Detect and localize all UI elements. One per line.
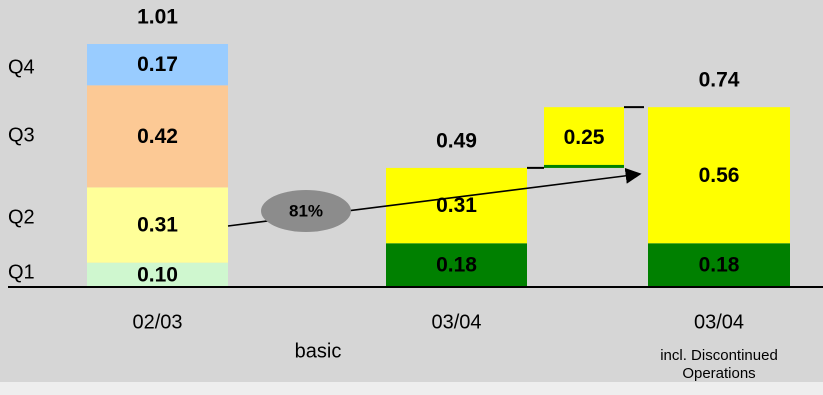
bar-0304-incl-label-q1: 0.18 <box>699 254 740 277</box>
bar-0304-incl-category-label: 03/04 <box>694 311 744 333</box>
growth-badge-label: 81% <box>289 201 323 220</box>
bar-0203-category-label: 02/03 <box>132 311 182 333</box>
bridge-box-base <box>544 164 624 168</box>
quarter-label-q4: Q4 <box>8 56 35 78</box>
bar-0203-label-q1: 0.10 <box>137 263 178 286</box>
quarter-label-q2: Q2 <box>8 206 35 228</box>
bar-0304-incl-segment-q1 <box>648 243 790 287</box>
quarter-label-q3: Q3 <box>8 124 35 146</box>
bar-0203-segment-q1 <box>87 262 228 287</box>
bar-0203-segment-q2 <box>87 187 228 263</box>
bar-0203-label-q2: 0.31 <box>137 214 178 237</box>
bridge-box <box>544 107 624 168</box>
bar-0203-segment-q4 <box>87 44 228 86</box>
group-label-incl-line1: incl. Discontinued <box>660 347 778 364</box>
bar-0304-basic-total-label: 0.49 <box>436 129 477 152</box>
bridge-label: 0.25 <box>564 126 605 149</box>
bar-0203-label-q4: 0.17 <box>137 53 178 76</box>
bottom-band <box>0 382 823 395</box>
group-label-incl-line2: Operations <box>682 365 755 382</box>
bar-0203-segment-q3 <box>87 85 228 188</box>
growth-badge <box>261 190 351 232</box>
group-label-basic: basic <box>295 340 342 362</box>
bar-0304-basic-category-label: 03/04 <box>431 311 481 333</box>
bar-0304-basic-segment-q2 <box>386 167 527 244</box>
quarter-label-q1: Q1 <box>8 261 35 283</box>
bar-0304-incl-total-label: 0.74 <box>699 69 740 92</box>
bar-0304-basic-label-q2: 0.31 <box>436 194 477 217</box>
bar-0304-basic-segment-q1 <box>386 243 527 287</box>
bar-0304-basic-label-q1: 0.18 <box>436 254 477 277</box>
bar-0203-label-q3: 0.42 <box>137 125 178 148</box>
bar-0203-total-label: 1.01 <box>137 6 178 29</box>
bar-0304-incl-label-q2-q3: 0.56 <box>699 164 740 187</box>
bar-0304-incl-segment-q2-q3 <box>648 107 790 244</box>
